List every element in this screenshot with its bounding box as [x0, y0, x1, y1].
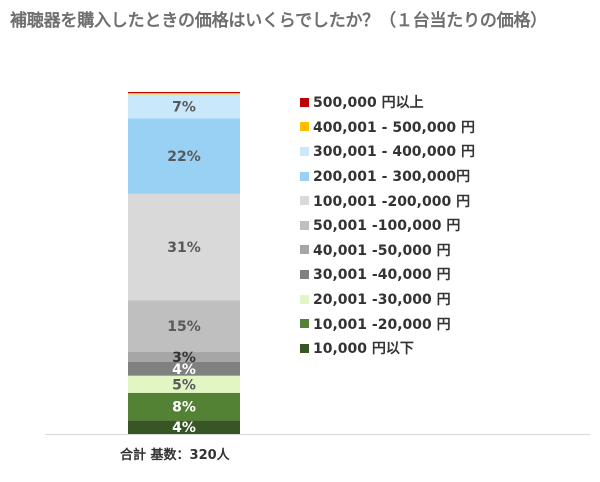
- legend-swatch: [300, 97, 309, 107]
- bar-segment-10: [128, 92, 240, 94]
- data-label-7: 22%: [167, 149, 201, 165]
- legend-item: 200,001 - 300,000円: [300, 164, 475, 189]
- data-label-2: 5%: [172, 377, 196, 393]
- bar-segment-9: [128, 93, 240, 95]
- legend-label: 20,001 -30,000 円: [313, 292, 451, 309]
- legend-swatch: [300, 146, 309, 156]
- legend-swatch: [300, 343, 309, 353]
- legend-swatch: [300, 319, 309, 329]
- bar-segment-8: [128, 94, 240, 119]
- bar-segment-4: [128, 351, 240, 362]
- legend-label: 10,000 円以下: [313, 341, 414, 358]
- legend-item: 10,000 円以下: [300, 336, 475, 361]
- data-label-0: 4%: [172, 420, 196, 436]
- legend-label: 400,001 - 500,000 円: [313, 119, 475, 136]
- data-label-5: 15%: [167, 319, 201, 335]
- legend-item: 400,001 - 500,000 円: [300, 115, 475, 140]
- bar-segment-0: [128, 420, 240, 434]
- bar-segment-7: [128, 118, 240, 194]
- legend-swatch: [300, 220, 309, 230]
- legend-label: 50,001 -100,000 円: [313, 218, 461, 235]
- bar-segment-5: [128, 300, 240, 352]
- data-label-6: 31%: [167, 240, 201, 256]
- legend-swatch: [300, 269, 309, 279]
- legend-swatch: [300, 196, 309, 206]
- legend-label: 10,001 -20,000 円: [313, 316, 451, 333]
- legend-item: 500,000 円以上: [300, 90, 475, 115]
- legend-item: 50,001 -100,000 円: [300, 213, 475, 238]
- legend-item: 300,001 - 400,000 円: [300, 139, 475, 164]
- legend-item: 20,001 -30,000 円: [300, 287, 475, 312]
- data-label-1: 8%: [172, 400, 196, 416]
- legend-item: 100,001 -200,000 円: [300, 188, 475, 213]
- legend-item: 10,001 -20,000 円: [300, 311, 475, 336]
- legend-swatch: [300, 245, 309, 255]
- legend-label: 500,000 円以上: [313, 95, 424, 112]
- legend-swatch: [300, 171, 309, 181]
- legend-item: 40,001 -50,000 円: [300, 238, 475, 263]
- legend-label: 40,001 -50,000 円: [313, 242, 451, 259]
- bar-segment-1: [128, 392, 240, 421]
- legend-swatch: [300, 122, 309, 132]
- data-label-3: 4%: [172, 362, 196, 378]
- legend-item: 30,001 -40,000 円: [300, 262, 475, 287]
- chart-legend: 500,000 円以上 400,001 - 500,000 円 300,001 - …: [300, 90, 475, 361]
- bar-segment-2: [128, 375, 240, 393]
- sample-size-note: 合計 基数：320人: [120, 448, 230, 463]
- legend-label: 30,001 -40,000 円: [313, 267, 451, 284]
- chart-title: 補聴器を購入したときの価格はいくらでしたか？（１台当たりの価格）: [10, 11, 548, 31]
- legend-label: 100,001 -200,000 円: [313, 193, 471, 210]
- bar-segment-3: [128, 361, 240, 376]
- legend-swatch: [300, 294, 309, 304]
- legend-label: 300,001 - 400,000 円: [313, 144, 475, 161]
- legend-label: 200,001 - 300,000円: [313, 169, 471, 186]
- data-label-8: 7%: [172, 99, 196, 115]
- bar-segment-6: [128, 193, 240, 301]
- data-label-4: 3%: [172, 350, 196, 366]
